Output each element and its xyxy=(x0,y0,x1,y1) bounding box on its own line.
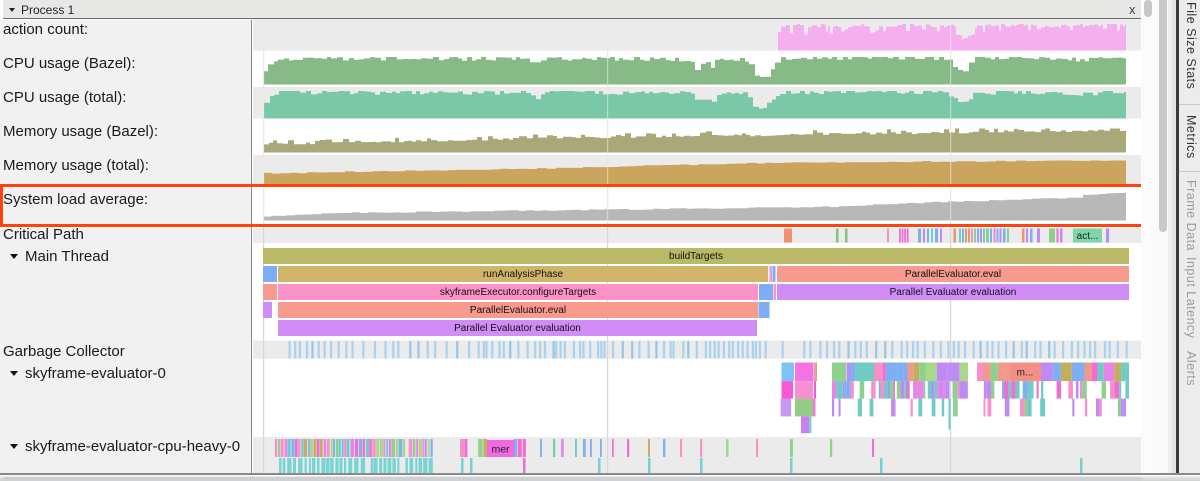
svg-text:mer: mer xyxy=(491,444,510,456)
svg-text:m...: m... xyxy=(1017,368,1034,379)
svg-text:Parallel Evaluator evaluation: Parallel Evaluator evaluation xyxy=(890,287,1017,298)
svg-text:Parallel Evaluator evaluation: Parallel Evaluator evaluation xyxy=(454,323,581,334)
svg-text:runAnalysisPhase: runAnalysisPhase xyxy=(483,269,563,280)
svg-text:buildTargets: buildTargets xyxy=(669,251,723,262)
svg-text:ParallelEvaluator.eval: ParallelEvaluator.eval xyxy=(470,305,566,316)
svg-text:skyframeExecutor.configureTarg: skyframeExecutor.configureTargets xyxy=(440,287,596,298)
svg-text:act...: act... xyxy=(1077,231,1099,242)
svg-text:ParallelEvaluator.eval: ParallelEvaluator.eval xyxy=(905,269,1001,280)
